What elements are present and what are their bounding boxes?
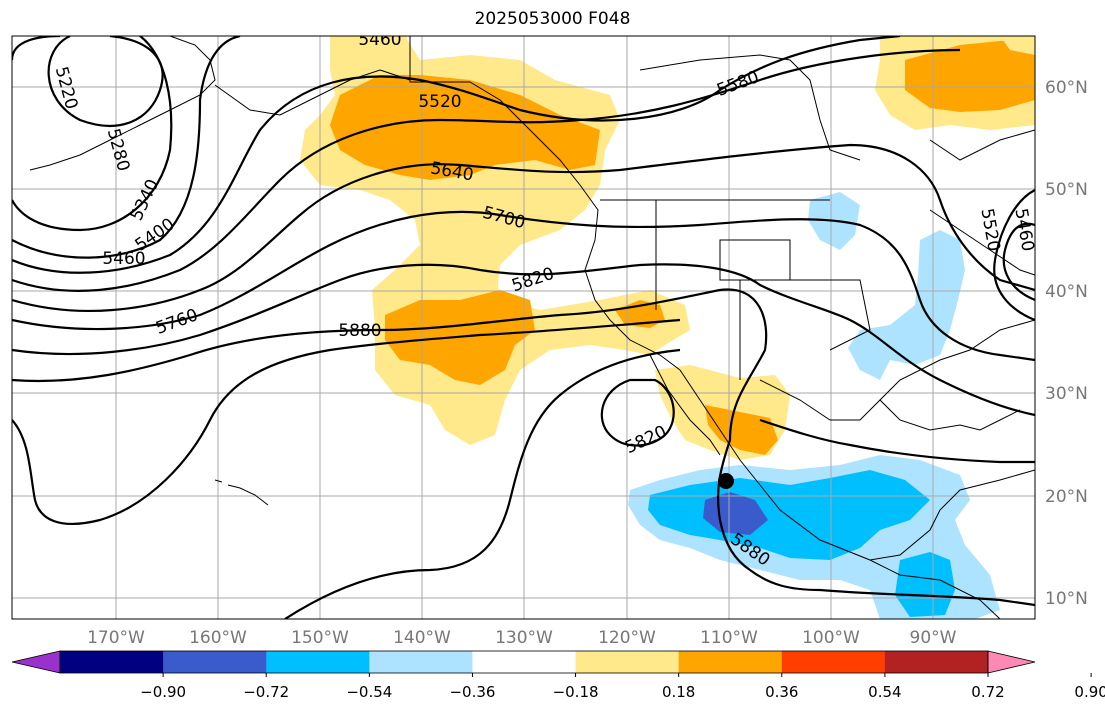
lon-label: 160°W	[189, 628, 247, 648]
map-frame	[11, 35, 1036, 620]
location-marker	[718, 473, 734, 489]
colorbar-extend-high	[987, 650, 1036, 674]
colorbar-tick-label: −0.72	[243, 683, 289, 701]
colorbar: −0.90 −0.72 −0.54 −0.36 −0.18 0.18 0.36 0.54 0.7…	[11, 650, 1105, 701]
colorbar-tick-label: −0.90	[140, 683, 186, 701]
lon-label: 150°W	[291, 628, 349, 648]
contour-label: 5460	[102, 249, 145, 269]
colorbar-swatch	[163, 651, 267, 673]
colorbar-tick-label: 0.90	[1074, 683, 1105, 701]
colorbar-tick-label: −0.54	[346, 683, 392, 701]
graticule	[12, 36, 1035, 619]
colorbar-swatch	[369, 651, 473, 673]
lon-label: 120°W	[598, 628, 656, 648]
colorbar-tick-label: 0.54	[868, 683, 901, 701]
lat-label: 40°N	[1045, 282, 1088, 302]
contour-label: 5520	[418, 92, 461, 112]
height-contours	[12, 36, 1035, 619]
lon-label: 170°W	[87, 628, 145, 648]
contour-label: 5460	[358, 30, 401, 50]
colorbar-extend-low	[11, 650, 61, 674]
lat-label: 10°N	[1045, 589, 1088, 609]
lat-label: 30°N	[1045, 384, 1088, 404]
colorbar-swatch	[60, 651, 164, 673]
latitude-labels: 60°N 50°N 40°N 30°N 20°N 10°N	[1045, 78, 1088, 609]
longitude-labels: 170°W 160°W 150°W 140°W 130°W 120°W 110°…	[87, 628, 957, 648]
lon-label: 90°W	[910, 628, 957, 648]
colorbar-swatch	[266, 651, 370, 673]
colorbar-tick-label: 0.36	[765, 683, 798, 701]
lat-label: 20°N	[1045, 487, 1088, 507]
lon-label: 100°W	[802, 628, 860, 648]
map-title: 2025053000 F048	[474, 9, 631, 29]
lon-label: 130°W	[495, 628, 553, 648]
lat-label: 60°N	[1045, 78, 1088, 98]
colorbar-swatch	[472, 651, 577, 673]
colorbar-swatch	[781, 651, 886, 673]
colorbar-tick-label: 0.18	[662, 683, 695, 701]
colorbar-swatch	[575, 651, 680, 673]
colorbar-swatch	[884, 651, 989, 673]
contour-label: 5880	[338, 321, 381, 341]
lon-label: 140°W	[393, 628, 451, 648]
coastlines	[29, 36, 1035, 619]
colorbar-tick-label: −0.18	[553, 683, 599, 701]
colorbar-swatch	[678, 651, 783, 673]
colorbar-frame	[59, 650, 989, 674]
colorbar-tick-label: 0.72	[971, 683, 1004, 701]
lon-label: 110°W	[700, 628, 758, 648]
colorbar-tick-label: −0.36	[449, 683, 495, 701]
lat-label: 50°N	[1045, 180, 1088, 200]
